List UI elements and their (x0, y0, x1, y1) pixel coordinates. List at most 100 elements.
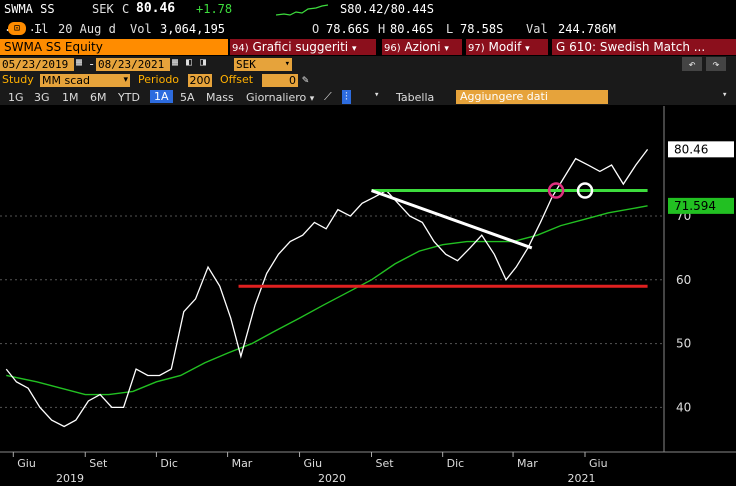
x-tick-label: Dic (447, 457, 465, 470)
val-label: Val (526, 22, 548, 36)
expand-icon[interactable]: ▾ (722, 90, 728, 100)
x-tick-label: Mar (517, 457, 538, 470)
compare-icon[interactable]: ◧ (186, 57, 193, 68)
y-tick-label: 50 (676, 337, 691, 351)
edit-menu[interactable]: 97) Modif ▾ (466, 39, 548, 55)
period-1g[interactable]: 1G (8, 91, 24, 104)
settings-icon[interactable]: ◨ (200, 57, 207, 68)
menu-label: Azioni (404, 40, 441, 54)
marker-circle (547, 182, 565, 199)
quote-date: 20 Aug d (58, 22, 116, 36)
currency-select[interactable]: SEK ▾ (234, 58, 292, 71)
redo-icon[interactable]: ↷ (706, 57, 726, 71)
period-1a[interactable]: 1A (150, 90, 173, 103)
security-field[interactable]: SWMA SS Equity (0, 39, 228, 55)
high-price: 80.46S (390, 22, 434, 36)
date-range-bar: 05/23/2019 ▦ - 08/23/2021 ▦ ◧ ◨ SEK ▾ ↶ ↷ (0, 56, 736, 73)
price-change: +1.78 (196, 2, 233, 16)
undo-icon[interactable]: ↶ (682, 57, 702, 71)
sparkline-icon (276, 4, 328, 16)
period-ytd[interactable]: YTD (118, 91, 140, 104)
y-tick-label: 60 (676, 273, 691, 287)
x-tick-label: Set (89, 457, 108, 470)
ticker: SWMA SS (4, 2, 55, 16)
dropdown-icon: ▾ (123, 75, 128, 85)
dropdown-icon: ▾ (284, 59, 290, 69)
add-data-input[interactable]: Aggiungere dati (456, 90, 608, 104)
pencil-icon[interactable]: ✎ (302, 73, 309, 86)
study-bar: Study MM scad ▾ Periodo 200 Offset 0 ✎ (0, 73, 736, 89)
x-tick-label: Giu (17, 457, 36, 470)
open-price: 78.66S (326, 22, 370, 36)
line-chart-icon[interactable]: ⟋ (324, 90, 332, 103)
dropdown-icon: ▾ (525, 44, 530, 54)
period-3g[interactable]: 3G (34, 91, 50, 104)
frequency-select[interactable]: Giornaliero ▾ (246, 91, 314, 104)
menu-number: 96) (384, 43, 401, 54)
volume: 3,064,195 (160, 22, 226, 36)
x-tick-label: Giu (589, 457, 608, 470)
frequency-value: Giornaliero (246, 91, 307, 104)
x-tick-label: Giu (304, 457, 323, 470)
x-tick-label: Dic (160, 457, 178, 470)
page-title: G 610: Swedish Match ... (552, 39, 736, 55)
dropdown-icon: ▾ (444, 44, 449, 54)
suggested-charts-menu[interactable]: 94) Grafici suggeriti ▾ (230, 39, 376, 55)
last-price-box (668, 141, 734, 158)
open-flag: O (312, 22, 320, 36)
low-flag: L (446, 22, 454, 36)
actions-menu[interactable]: 96) Azioni ▾ (382, 39, 462, 55)
menu-label: Modif (488, 40, 522, 54)
calendar-icon[interactable]: ▦ (172, 57, 179, 68)
calendar-icon[interactable]: ▦ (76, 57, 83, 68)
study-label: Study (2, 73, 34, 86)
chart-background (0, 106, 736, 486)
dropdown-icon: ▾ (351, 44, 357, 54)
marker-circle (576, 182, 594, 199)
period-max[interactable]: Mass (206, 91, 234, 104)
x-year-label: 2020 (318, 472, 346, 485)
time-prefix: Il (34, 22, 49, 36)
period-1m[interactable]: 1M (62, 91, 79, 104)
offset-label: Offset (220, 73, 254, 86)
quote-bar: SWMA SS SEK C 80.46 +1.78 S80.42/80.44S (0, 0, 736, 20)
study-select[interactable]: MM scad ▾ (40, 74, 130, 87)
price-line (5, 148, 649, 428)
low-price: 78.58S (460, 22, 504, 36)
x-year-label: 2019 (56, 472, 84, 485)
dropdown-icon: ▾ (309, 94, 315, 104)
y-tick-label: 40 (676, 400, 691, 414)
candle-chart-icon[interactable]: ⫶ (342, 90, 351, 104)
table-button[interactable]: Tabella (396, 91, 435, 104)
last-price: 80.46 (136, 1, 176, 16)
offset-input[interactable]: 0 (262, 74, 298, 87)
range-dash: - (88, 57, 96, 71)
dropdown-icon[interactable]: ▾ (374, 90, 380, 100)
menu-number: 94) (232, 43, 249, 54)
lock-icon[interactable]: ⊡ (8, 22, 26, 35)
x-year-label: 2021 (568, 472, 596, 485)
moving-average-label: 71.594 (674, 199, 716, 213)
period-5a[interactable]: 5A (180, 91, 195, 104)
moving-average-box (668, 197, 734, 214)
start-date-input[interactable]: 05/23/2019 (0, 58, 74, 71)
period-6m[interactable]: 6M (90, 91, 107, 104)
moving-average-line (6, 205, 648, 396)
x-tick-label: Set (375, 457, 394, 470)
period-bar: 1G 3G 1M 6M YTD 1A 5A Mass Giornaliero ▾… (0, 89, 736, 105)
trendline-line (370, 189, 533, 250)
value-traded: 244.786M (558, 22, 616, 36)
currency: SEK (92, 2, 114, 16)
study-value: MM scad (42, 74, 90, 87)
last-price-label: 80.46 (674, 142, 708, 156)
menu-label: Grafici suggeriti (252, 40, 349, 54)
vol-label: Vol (130, 22, 152, 36)
period-label: Periodo (138, 73, 180, 86)
end-date-input[interactable]: 08/23/2021 (96, 58, 170, 71)
menu-number: 97) (468, 43, 485, 54)
x-tick-label: Mar (232, 457, 253, 470)
currency-value: SEK (236, 58, 256, 71)
period-input[interactable]: 200 (188, 74, 212, 87)
bid-ask: S80.42/80.44S (340, 2, 434, 16)
